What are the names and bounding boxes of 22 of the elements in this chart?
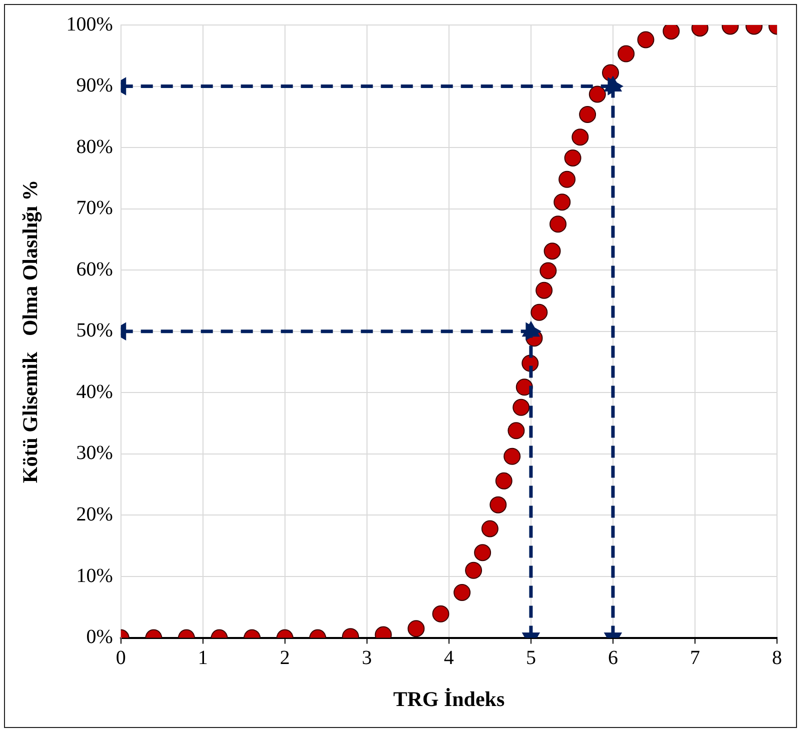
y-tick-label: 100% [66,13,113,36]
x-tick-label: 5 [526,647,536,670]
y-tick-label: 0% [86,626,113,648]
y-tick-label: 40% [76,380,113,403]
y-tick-label: 20% [76,503,113,526]
y-tick-label: 60% [76,258,113,280]
x-tick-label: 8 [772,647,782,670]
y-tick-label: 10% [76,564,113,587]
x-tick-label: 3 [362,647,372,670]
x-tick-label: 1 [198,647,208,670]
x-tick-label: 6 [608,647,618,670]
y-tick-label: 70% [76,197,113,220]
y-tick-label: 90% [76,74,113,97]
x-tick-label: 2 [280,647,290,670]
x-tick-label: 7 [690,647,700,670]
y-tick-label: 30% [76,442,113,464]
x-tick-label: 0 [116,647,126,670]
y-tick-label: 50% [76,320,113,342]
x-tick-label: 4 [444,647,454,670]
y-tick-label: 80% [76,136,113,158]
x-axis-title: TRG İndeks [393,686,505,711]
y-axis-title: Kötü Glisemik Olma Olasılığı % [18,180,42,484]
